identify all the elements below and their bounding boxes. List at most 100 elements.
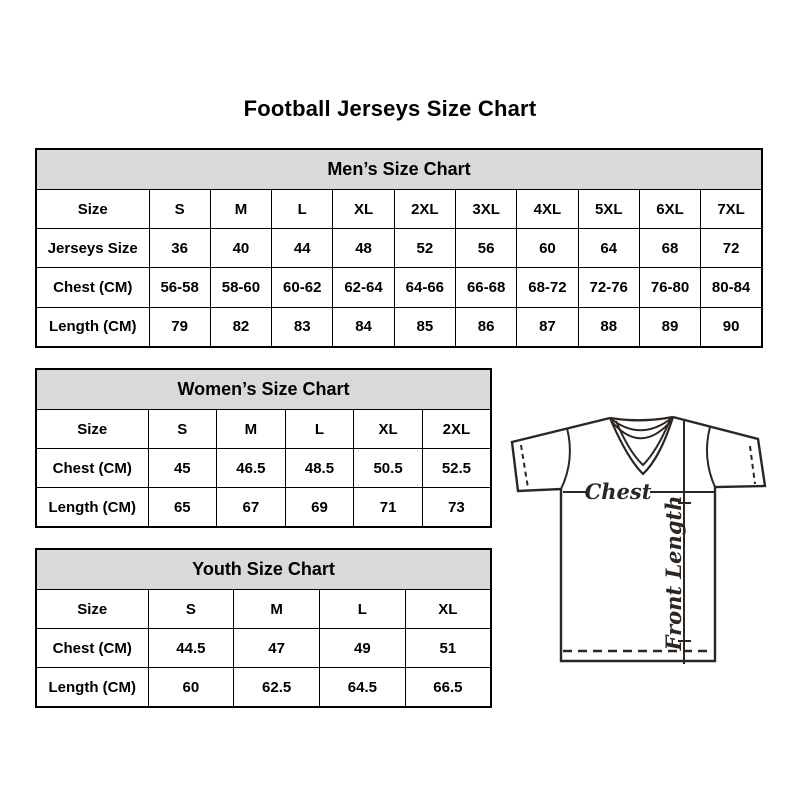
value-cell: 4XL xyxy=(516,188,579,230)
value-cell: 68 xyxy=(638,228,702,269)
row-label-cell: Size xyxy=(35,188,150,230)
value-cell: 90 xyxy=(700,306,763,348)
value-cell: 44.5 xyxy=(147,628,235,668)
table-row: Size S M L XL 2XL 3XL 4XL 5XL 6XL 7XL xyxy=(35,188,763,230)
value-cell: 5XL xyxy=(577,188,640,230)
row-label-cell: Length (CM) xyxy=(35,667,149,708)
jersey-icon: Chest Front Length xyxy=(510,415,767,664)
row-label-cell: Jerseys Size xyxy=(35,228,150,269)
value-cell: 67 xyxy=(216,487,286,528)
row-label-cell: Chest (CM) xyxy=(35,628,149,668)
value-cell: 44 xyxy=(271,228,334,269)
table-header-row: Men’s Size Chart xyxy=(35,148,763,190)
womens-size-table: Women’s Size Chart Size S M L XL 2XL Chest (CM… xyxy=(35,368,492,528)
table-header-row: Women’s Size Chart xyxy=(35,368,492,410)
value-cell: 36 xyxy=(148,228,211,269)
value-cell: 62-64 xyxy=(332,267,395,308)
value-cell: 66-68 xyxy=(454,267,518,308)
value-cell: 76-80 xyxy=(638,267,702,308)
value-cell: 87 xyxy=(516,306,579,348)
page-title: Football Jerseys Size Chart xyxy=(243,96,537,121)
row-label-cell: Chest (CM) xyxy=(35,267,150,308)
value-cell: 56-58 xyxy=(148,267,211,308)
value-cell: 46.5 xyxy=(216,448,286,488)
value-cell: 62.5 xyxy=(233,667,320,708)
mens-size-table: Men’s Size Chart Size S M L XL 2XL 3XL 4XL 5XL 6X… xyxy=(35,148,763,348)
value-cell: 3XL xyxy=(454,188,518,230)
row-label-cell: Size xyxy=(35,589,149,629)
value-cell: S xyxy=(148,188,211,230)
row-label-cell: Chest (CM) xyxy=(35,448,149,488)
value-cell: 45 xyxy=(147,448,218,488)
value-cell: 52 xyxy=(393,228,456,269)
value-cell: 60 xyxy=(147,667,235,708)
value-cell: M xyxy=(209,188,273,230)
value-cell: L xyxy=(284,409,355,449)
table-row: Chest (CM) 44.5 47 49 51 xyxy=(35,628,492,668)
chest-label: Chest xyxy=(585,479,652,504)
row-label-cell: Length (CM) xyxy=(35,487,149,528)
value-cell: 66.5 xyxy=(404,667,492,708)
value-cell: 48 xyxy=(332,228,395,269)
value-cell: 2XL xyxy=(421,409,492,449)
value-cell: 58-60 xyxy=(209,267,273,308)
table-row: Jerseys Size 36 40 44 48 52 56 60 64 68 72 xyxy=(35,228,763,269)
table-row: Length (CM) 65 67 69 71 73 xyxy=(35,487,492,528)
value-cell: 64.5 xyxy=(319,667,406,708)
value-cell: 52.5 xyxy=(421,448,492,488)
table-row: Size S M L XL 2XL xyxy=(35,409,492,449)
value-cell: L xyxy=(271,188,334,230)
value-cell: 89 xyxy=(638,306,702,348)
value-cell: 64 xyxy=(577,228,640,269)
value-cell: 64-66 xyxy=(393,267,456,308)
value-cell: XL xyxy=(404,589,492,629)
value-cell: 7XL xyxy=(700,188,763,230)
jersey-measurement-diagram: Chest Front Length xyxy=(505,396,775,674)
row-label-cell: Length (CM) xyxy=(35,306,150,348)
table-header-row: Youth Size Chart xyxy=(35,548,492,590)
value-cell: 40 xyxy=(209,228,273,269)
jersey-outline xyxy=(510,415,767,663)
value-cell: 51 xyxy=(404,628,492,668)
womens-table-title: Women’s Size Chart xyxy=(35,368,492,410)
value-cell: 84 xyxy=(332,306,395,348)
row-label-cell: Size xyxy=(35,409,149,449)
table-row: Size S M L XL xyxy=(35,589,492,629)
table-row: Length (CM) 60 62.5 64.5 66.5 xyxy=(35,667,492,708)
value-cell: 82 xyxy=(209,306,273,348)
value-cell: 6XL xyxy=(638,188,702,230)
value-cell: 72 xyxy=(700,228,763,269)
value-cell: 2XL xyxy=(393,188,456,230)
table-row: Chest (CM) 56-58 58-60 60-62 62-64 64-66 66-68… xyxy=(35,267,763,308)
value-cell: 88 xyxy=(577,306,640,348)
value-cell: 68-72 xyxy=(516,267,579,308)
front-length-label: Front Length xyxy=(661,496,686,652)
value-cell: XL xyxy=(332,188,395,230)
value-cell: 56 xyxy=(454,228,518,269)
value-cell: S xyxy=(147,589,235,629)
value-cell: 60 xyxy=(516,228,579,269)
value-cell: 49 xyxy=(319,628,406,668)
value-cell: 72-76 xyxy=(577,267,640,308)
value-cell: 79 xyxy=(148,306,211,348)
youth-size-table: Youth Size Chart Size S M L XL Chest (CM) 44.5… xyxy=(35,548,492,708)
value-cell: 50.5 xyxy=(353,448,423,488)
value-cell: 85 xyxy=(393,306,456,348)
value-cell: 83 xyxy=(271,306,334,348)
value-cell: XL xyxy=(353,409,423,449)
value-cell: 47 xyxy=(233,628,320,668)
value-cell: 69 xyxy=(284,487,355,528)
value-cell: 48.5 xyxy=(284,448,355,488)
value-cell: M xyxy=(233,589,320,629)
table-row: Length (CM) 79 82 83 84 85 86 87 88 89 90 xyxy=(35,306,763,348)
mens-table-title: Men’s Size Chart xyxy=(35,148,763,190)
value-cell: 80-84 xyxy=(700,267,763,308)
table-row: Chest (CM) 45 46.5 48.5 50.5 52.5 xyxy=(35,448,492,488)
youth-table-title: Youth Size Chart xyxy=(35,548,492,590)
value-cell: 65 xyxy=(147,487,218,528)
value-cell: 73 xyxy=(421,487,492,528)
value-cell: 86 xyxy=(454,306,518,348)
value-cell: M xyxy=(216,409,286,449)
value-cell: L xyxy=(319,589,406,629)
value-cell: S xyxy=(147,409,218,449)
